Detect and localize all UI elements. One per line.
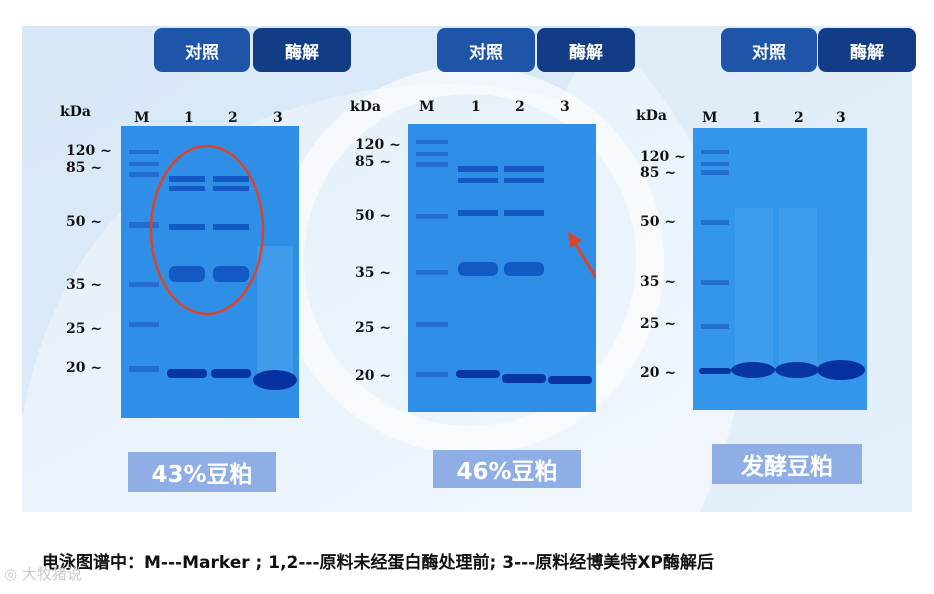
panel1-axis-unit: kDa [60,104,91,120]
panel2-marker-35: 35 ~ [355,265,392,281]
panel1-enzyme-button[interactable]: 酶解 [253,28,351,72]
panel1-marker-120: 120 ~ [66,143,112,159]
panel2-marker-85: 85 ~ [355,154,392,170]
panel1-marker-85: 85 ~ [66,160,103,176]
panel3-sample-label: 发酵豆粕 [712,444,862,484]
panel2-lane-m: M [419,99,435,115]
panel1-gel-image [121,126,299,418]
panel3-marker-25: 25 ~ [640,316,677,332]
panel2-marker-50: 50 ~ [355,208,392,224]
panel1-marker-35: 35 ~ [66,277,103,293]
panel1-sample-label: 43%豆粕 [128,452,276,492]
panel1-lane-3: 3 [273,110,283,126]
panel1-marker-20: 20 ~ [66,360,103,376]
panel3-gel-image [693,128,867,410]
panel3-marker-35: 35 ~ [640,274,677,290]
panel3-marker-20: 20 ~ [640,365,677,381]
panel2-enzyme-button[interactable]: 酶解 [537,28,635,72]
watermark-icon: ◎ [4,565,18,583]
panel3-lane-1: 1 [752,110,762,126]
panel2-marker-25: 25 ~ [355,320,392,336]
panel3-marker-120: 120 ~ [640,149,686,165]
figure-caption: 电泳图谱中：M---Marker ; 1,2---原料未经蛋白酶处理前; 3--… [42,553,714,573]
panel3-enzyme-button[interactable]: 酶解 [818,28,916,72]
panel3-control-button[interactable]: 对照 [721,28,817,72]
panel1-marker-25: 25 ~ [66,321,103,337]
panel2-marker-20: 20 ~ [355,368,392,384]
panel3-marker-50: 50 ~ [640,214,677,230]
panel2-lane-1: 1 [471,99,481,115]
panel1-lane-2: 2 [228,110,238,126]
panel1-lane-m: M [134,110,150,126]
panel3-lane-m: M [702,110,718,126]
watermark: ◎ 大牧猪说 [4,563,82,584]
panel2-control-button[interactable]: 对照 [437,28,535,72]
watermark-text: 大牧猪说 [21,565,82,583]
panel3-marker-85: 85 ~ [640,165,677,181]
panel2-sample-label: 46%豆粕 [433,450,581,488]
panel3-axis-unit: kDa [636,108,667,124]
panel2-marker-120: 120 ~ [355,137,401,153]
panel1-control-button[interactable]: 对照 [154,28,250,72]
panel2-lane-3: 3 [560,99,570,115]
panel1-marker-50: 50 ~ [66,214,103,230]
panel2-gel-image [408,124,596,412]
panel3-lane-2: 2 [794,110,804,126]
panel3-lane-3: 3 [836,110,846,126]
panel2-axis-unit: kDa [350,99,381,115]
panel1-lane-1: 1 [184,110,194,126]
panel2-lane-2: 2 [515,99,525,115]
